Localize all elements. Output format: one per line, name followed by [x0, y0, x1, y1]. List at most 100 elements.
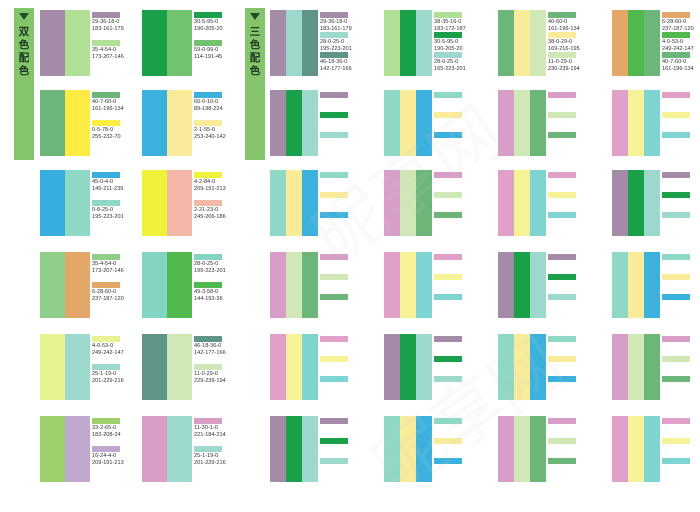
color-code-rgb: 237-187-120 — [92, 296, 124, 302]
color-swatch — [548, 52, 576, 58]
color-code-rgb: 253-240-142 — [194, 134, 226, 140]
color-code-rgb: 245-206-186 — [194, 214, 226, 220]
color-code-rgb: 255-232-70 — [92, 134, 121, 140]
color-code-cmyk: 46-18-36-0 — [194, 343, 222, 349]
color-swatch — [662, 52, 690, 58]
color-stripe — [612, 170, 628, 236]
color-code-cmyk: 11-30-1-0 — [194, 425, 218, 431]
color-swatch — [92, 120, 120, 126]
color-stripe — [302, 252, 318, 318]
color-swatch — [320, 356, 348, 362]
color-stripe — [286, 416, 302, 482]
color-swatch — [434, 356, 462, 362]
color-code-rgb: 201-229-216 — [92, 378, 124, 384]
color-stripe — [302, 416, 318, 482]
color-code-rgb: 237-187-120 — [662, 26, 694, 32]
color-code-rgb: 169-216-195 — [548, 46, 580, 52]
color-code-rgb: 173-207-146 — [92, 268, 124, 274]
color-swatch — [320, 92, 348, 98]
color-swatch — [194, 12, 222, 18]
color-swatch — [548, 294, 576, 300]
color-swatch — [434, 192, 462, 198]
color-code-cmyk: 40-60-0 — [548, 19, 568, 25]
color-stripe — [612, 334, 628, 400]
color-swatch — [434, 132, 462, 138]
color-code-rgb: 89-198-224 — [194, 106, 223, 112]
color-stripe — [612, 10, 628, 76]
color-swatch — [194, 92, 222, 98]
color-stripe — [400, 416, 416, 482]
color-swatch — [434, 172, 462, 178]
color-stripe — [530, 170, 546, 236]
color-stripe — [628, 90, 644, 156]
color-code-rgb: 161-196-134 — [662, 66, 694, 72]
color-stripe — [530, 416, 546, 482]
color-swatch — [92, 282, 120, 288]
color-stripe — [302, 334, 318, 400]
three-color-section-tab: 三 色 配 色 — [245, 8, 265, 160]
color-stripe — [530, 252, 546, 318]
color-stripe — [514, 90, 530, 156]
color-swatch — [194, 40, 222, 46]
color-stripe — [416, 90, 432, 156]
color-code-cmyk: 25-1-19-0 — [194, 453, 219, 459]
color-swatch — [548, 12, 576, 18]
two-color-section-tab: 双 色 配 色 — [14, 8, 34, 160]
color-code-cmyk: 2-1-55-0 — [194, 127, 216, 133]
color-swatch — [662, 336, 690, 342]
color-stripe — [400, 170, 416, 236]
color-code-cmyk: 40-7-60-0 — [92, 99, 117, 105]
color-swatch — [320, 32, 348, 38]
color-code-cmyk: 49-3-58-0 — [194, 289, 219, 295]
triangle-down-icon — [250, 13, 260, 20]
color-swatch — [320, 212, 348, 218]
color-code-rgb: 201-229-216 — [194, 460, 226, 466]
color-swatch — [320, 458, 348, 464]
color-code-cmyk: 4-0-53-0 — [662, 39, 684, 45]
color-stripe — [286, 252, 302, 318]
color-swatch — [92, 418, 120, 424]
color-swatch — [662, 254, 690, 260]
color-stripe — [530, 10, 546, 76]
color-stripe — [644, 416, 660, 482]
color-code-cmyk: 38-35-16-0 — [434, 19, 462, 25]
color-swatch — [548, 438, 576, 444]
color-stripe — [286, 90, 302, 156]
color-stripe — [142, 416, 167, 482]
color-swatch — [548, 274, 576, 280]
color-swatch — [434, 32, 462, 38]
color-code-cmyk: 45-0-4-0 — [92, 179, 114, 185]
color-code-cmyk: 46-18-36-0 — [320, 59, 348, 65]
color-stripe — [65, 170, 90, 236]
color-swatch — [92, 254, 120, 260]
color-stripe — [628, 334, 644, 400]
color-code-rgb: 183-161-179 — [320, 26, 352, 32]
color-code-rgb: 183-208-24 — [92, 432, 121, 438]
color-stripe — [416, 10, 432, 76]
color-stripe — [384, 252, 400, 318]
color-swatch — [548, 254, 576, 260]
color-code-rgb: 190-205-20 — [194, 26, 223, 32]
color-stripe — [167, 10, 192, 76]
color-swatch — [662, 438, 690, 444]
color-code-cmyk: 6-28-60-0 — [662, 19, 687, 25]
color-code-rgb: 249-242-147 — [662, 46, 694, 52]
color-swatch — [434, 336, 462, 342]
color-swatch — [662, 12, 690, 18]
color-stripe — [40, 170, 65, 236]
color-stripe — [142, 252, 167, 318]
color-stripe — [514, 10, 530, 76]
three-color-section-label: 三 色 配 色 — [249, 26, 261, 77]
color-code-rgb: 173-207-146 — [92, 54, 124, 60]
color-stripe — [384, 170, 400, 236]
two-color-section-label: 双 色 配 色 — [18, 26, 30, 77]
color-code-cmyk: 59-0-99-0 — [194, 47, 219, 53]
color-code-cmyk: 0-5-78-0 — [92, 127, 114, 133]
color-swatch — [434, 458, 462, 464]
color-swatch — [548, 376, 576, 382]
color-stripe — [270, 90, 286, 156]
color-stripe — [400, 10, 416, 76]
color-stripe — [416, 416, 432, 482]
color-stripe — [416, 334, 432, 400]
color-code-rgb: 142-177-166 — [320, 66, 352, 72]
